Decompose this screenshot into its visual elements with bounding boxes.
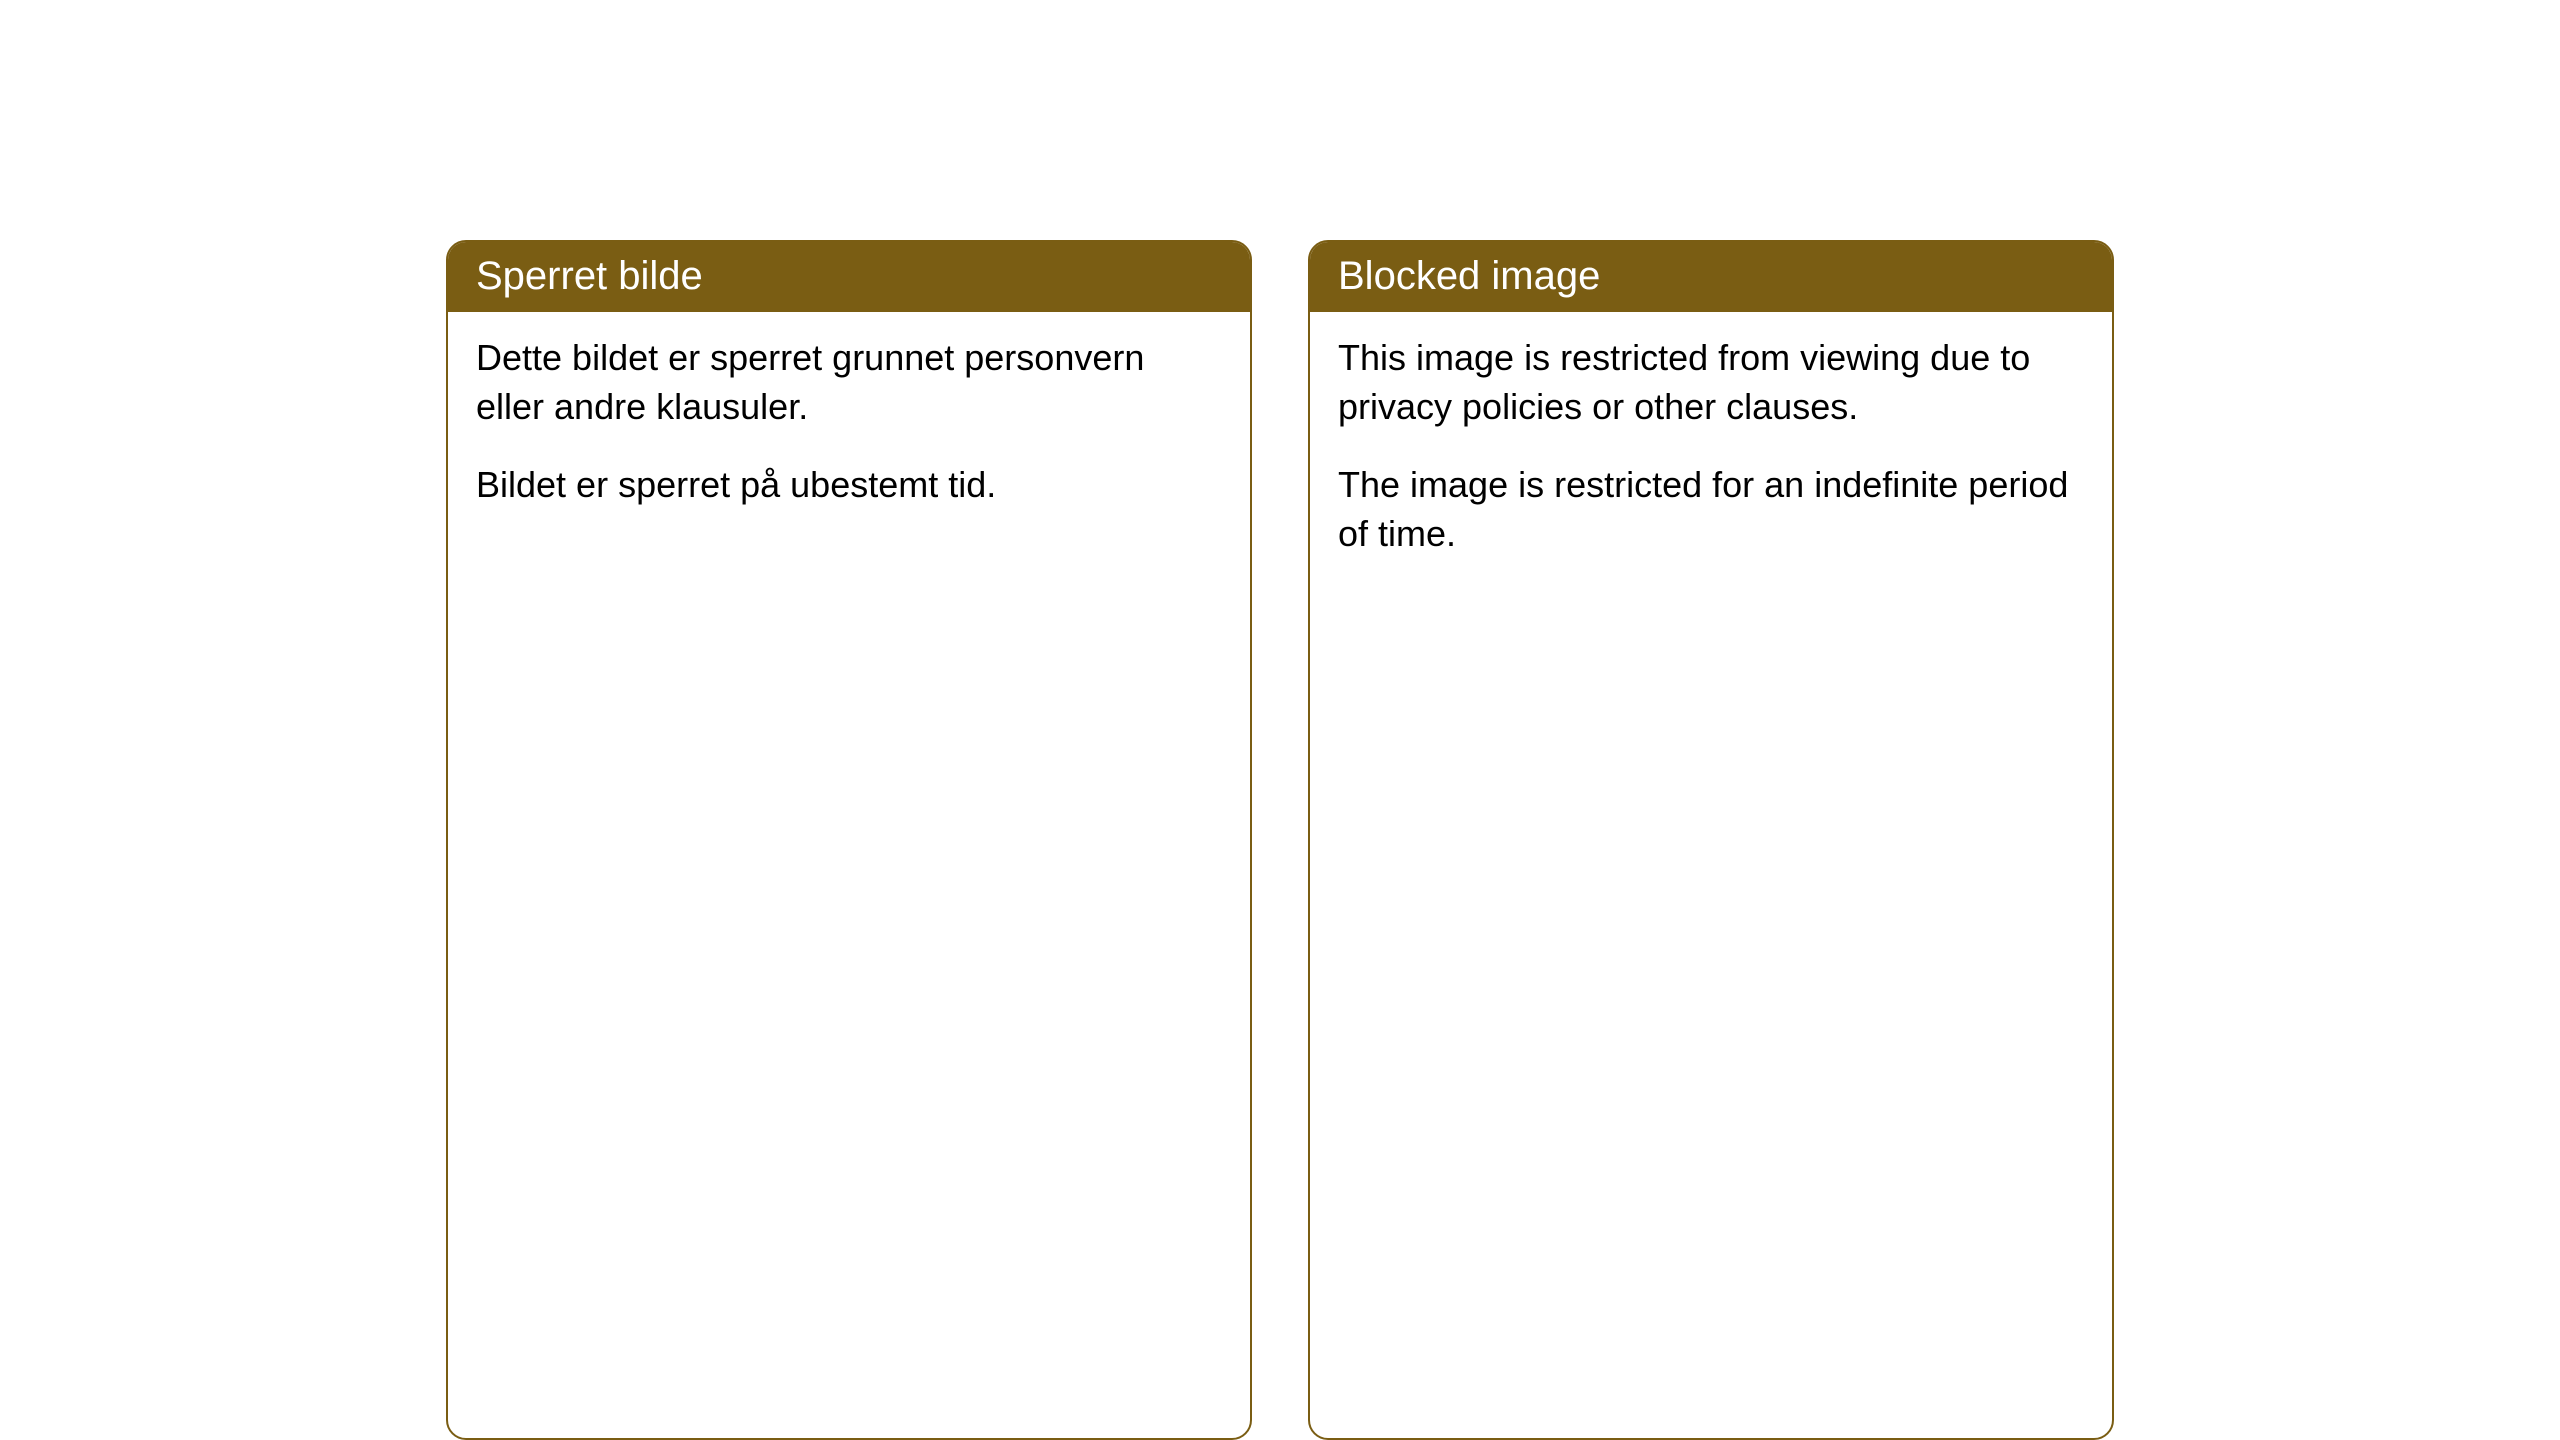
card-header-norwegian: Sperret bilde	[448, 242, 1250, 312]
notice-card-norwegian: Sperret bilde Dette bildet er sperret gr…	[446, 240, 1252, 1440]
card-body-english: This image is restricted from viewing du…	[1310, 312, 2112, 594]
card-paragraph: Bildet er sperret på ubestemt tid.	[476, 461, 1222, 510]
card-paragraph: The image is restricted for an indefinit…	[1338, 461, 2084, 558]
notice-card-english: Blocked image This image is restricted f…	[1308, 240, 2114, 1440]
card-paragraph: This image is restricted from viewing du…	[1338, 334, 2084, 431]
card-paragraph: Dette bildet er sperret grunnet personve…	[476, 334, 1222, 431]
card-body-norwegian: Dette bildet er sperret grunnet personve…	[448, 312, 1250, 546]
notice-cards-container: Sperret bilde Dette bildet er sperret gr…	[446, 240, 2114, 1440]
card-header-english: Blocked image	[1310, 242, 2112, 312]
